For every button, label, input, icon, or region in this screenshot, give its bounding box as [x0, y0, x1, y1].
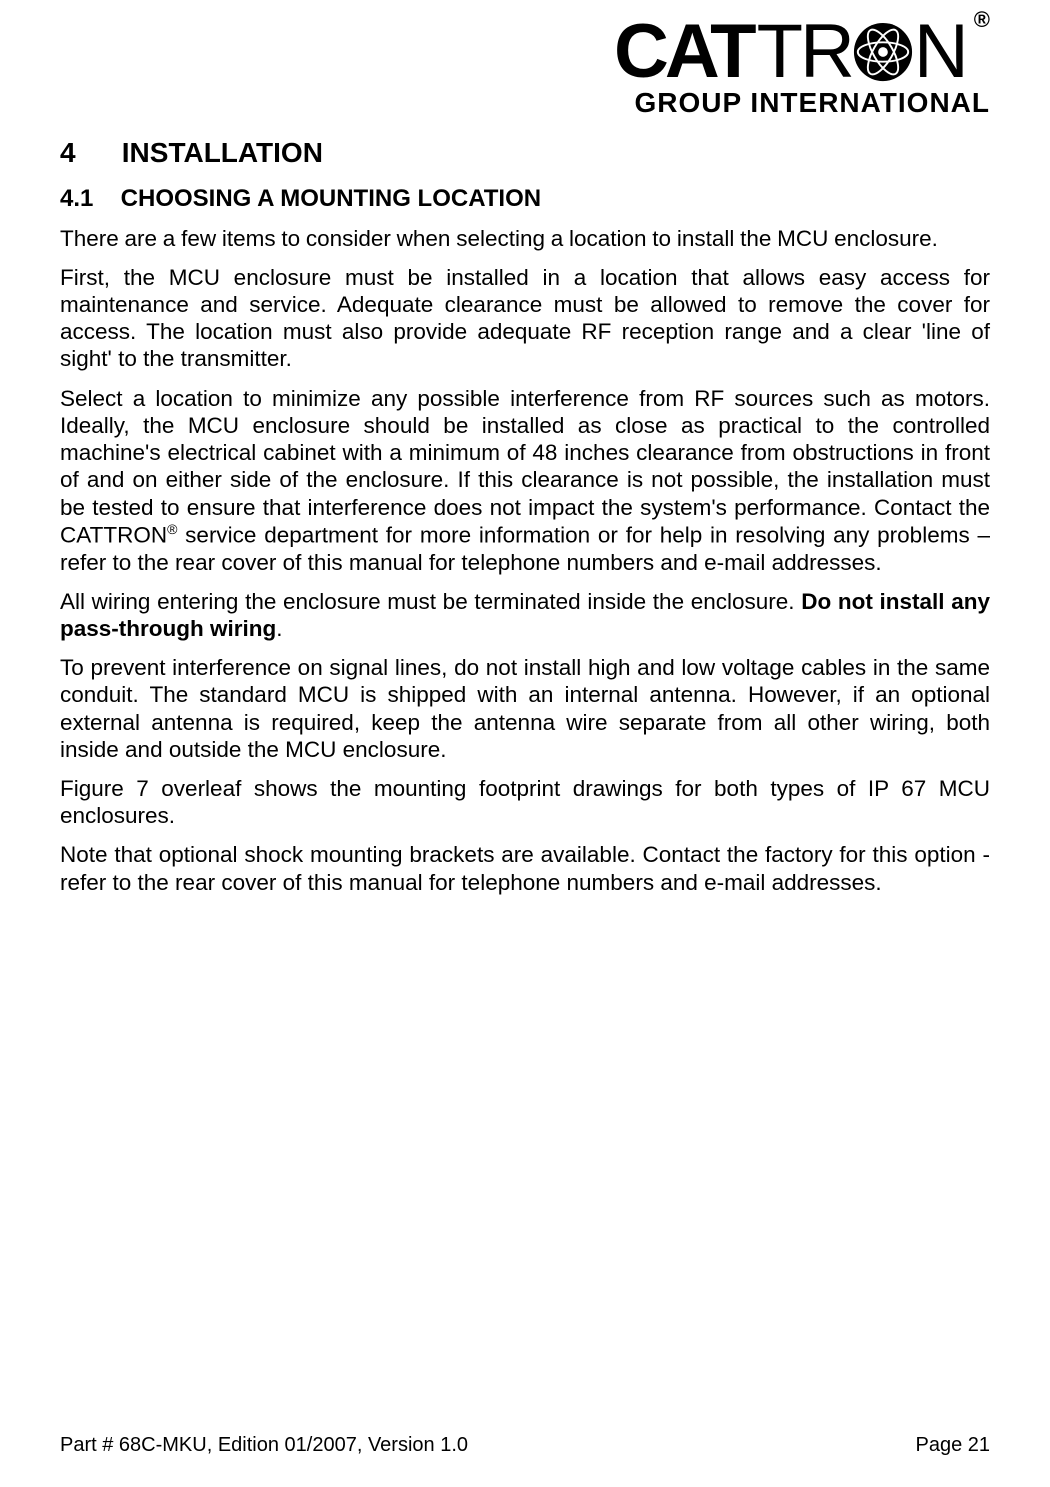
- atom-icon: [852, 21, 914, 83]
- logo-tr: TR: [757, 20, 852, 85]
- logo: CAT TR N ® GROUP INTERNATIONAL: [614, 20, 990, 119]
- subsection-title: CHOOSING A MOUNTING LOCATION: [121, 185, 541, 212]
- paragraph-7: Note that optional shock mounting bracke…: [60, 841, 990, 895]
- logo-main: CAT TR N ®: [614, 20, 990, 85]
- registered-superscript: ®: [167, 521, 177, 537]
- subsection-number: 4.1: [60, 185, 114, 213]
- paragraph-4: All wiring entering the enclosure must b…: [60, 588, 990, 642]
- paragraph-1: There are a few items to consider when s…: [60, 225, 990, 252]
- registered-icon: ®: [974, 7, 990, 33]
- paragraph-6: Figure 7 overleaf shows the mounting foo…: [60, 775, 990, 829]
- p4-part1: All wiring entering the enclosure must b…: [60, 589, 801, 614]
- page-footer: Part # 68C-MKU, Edition 01/2007, Version…: [60, 1434, 990, 1457]
- paragraph-2: First, the MCU enclosure must be install…: [60, 264, 990, 373]
- paragraph-3: Select a location to minimize any possib…: [60, 385, 990, 576]
- section-title: INSTALLATION: [122, 137, 323, 168]
- logo-n: N: [914, 20, 966, 85]
- logo-text-tron: TR N: [757, 20, 966, 85]
- p4-part2: .: [276, 616, 282, 641]
- footer-right: Page 21: [915, 1434, 990, 1457]
- subsection-heading: 4.1 CHOOSING A MOUNTING LOCATION: [60, 185, 990, 213]
- footer-left: Part # 68C-MKU, Edition 01/2007, Version…: [60, 1434, 468, 1457]
- logo-text-cat: CAT: [614, 20, 753, 85]
- section-number: 4: [60, 137, 114, 169]
- logo-subtitle: GROUP INTERNATIONAL: [614, 87, 990, 119]
- p3-part2: service department for more information …: [60, 522, 990, 574]
- page-header: CAT TR N ® GROUP INTERNATIONAL: [60, 20, 990, 119]
- paragraph-5: To prevent interference on signal lines,…: [60, 654, 990, 763]
- section-heading: 4 INSTALLATION: [60, 137, 990, 169]
